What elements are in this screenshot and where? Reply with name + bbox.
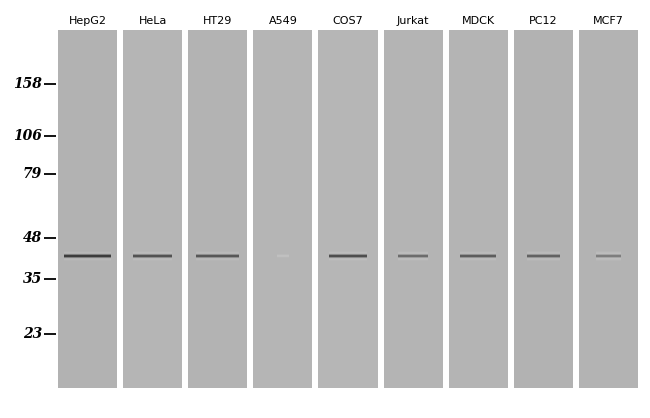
- Text: Jurkat: Jurkat: [397, 16, 430, 26]
- Text: HeLa: HeLa: [138, 16, 167, 26]
- Bar: [448, 30, 508, 388]
- Text: 158: 158: [13, 77, 42, 91]
- Text: 48: 48: [23, 232, 42, 245]
- Bar: [58, 388, 638, 418]
- Bar: [313, 30, 318, 388]
- Bar: [188, 30, 248, 388]
- Bar: [508, 30, 514, 388]
- Text: COS7: COS7: [333, 16, 363, 26]
- Text: MCF7: MCF7: [593, 16, 624, 26]
- Text: PC12: PC12: [529, 16, 558, 26]
- Bar: [443, 30, 448, 388]
- Bar: [254, 30, 313, 388]
- Text: A549: A549: [268, 16, 297, 26]
- Bar: [573, 30, 579, 388]
- Bar: [58, 30, 638, 388]
- Bar: [514, 30, 573, 388]
- Text: MDCK: MDCK: [462, 16, 495, 26]
- Bar: [318, 30, 378, 388]
- Bar: [117, 30, 123, 388]
- Bar: [579, 30, 638, 388]
- Text: HT29: HT29: [203, 16, 233, 26]
- Text: 35: 35: [23, 273, 42, 286]
- Text: 106: 106: [13, 129, 42, 143]
- Text: 23: 23: [23, 327, 42, 341]
- Bar: [58, 30, 117, 388]
- Bar: [378, 30, 384, 388]
- Text: HepG2: HepG2: [68, 16, 107, 26]
- Bar: [384, 30, 443, 388]
- Text: 79: 79: [23, 167, 42, 181]
- Bar: [182, 30, 188, 388]
- Bar: [123, 30, 182, 388]
- Bar: [248, 30, 254, 388]
